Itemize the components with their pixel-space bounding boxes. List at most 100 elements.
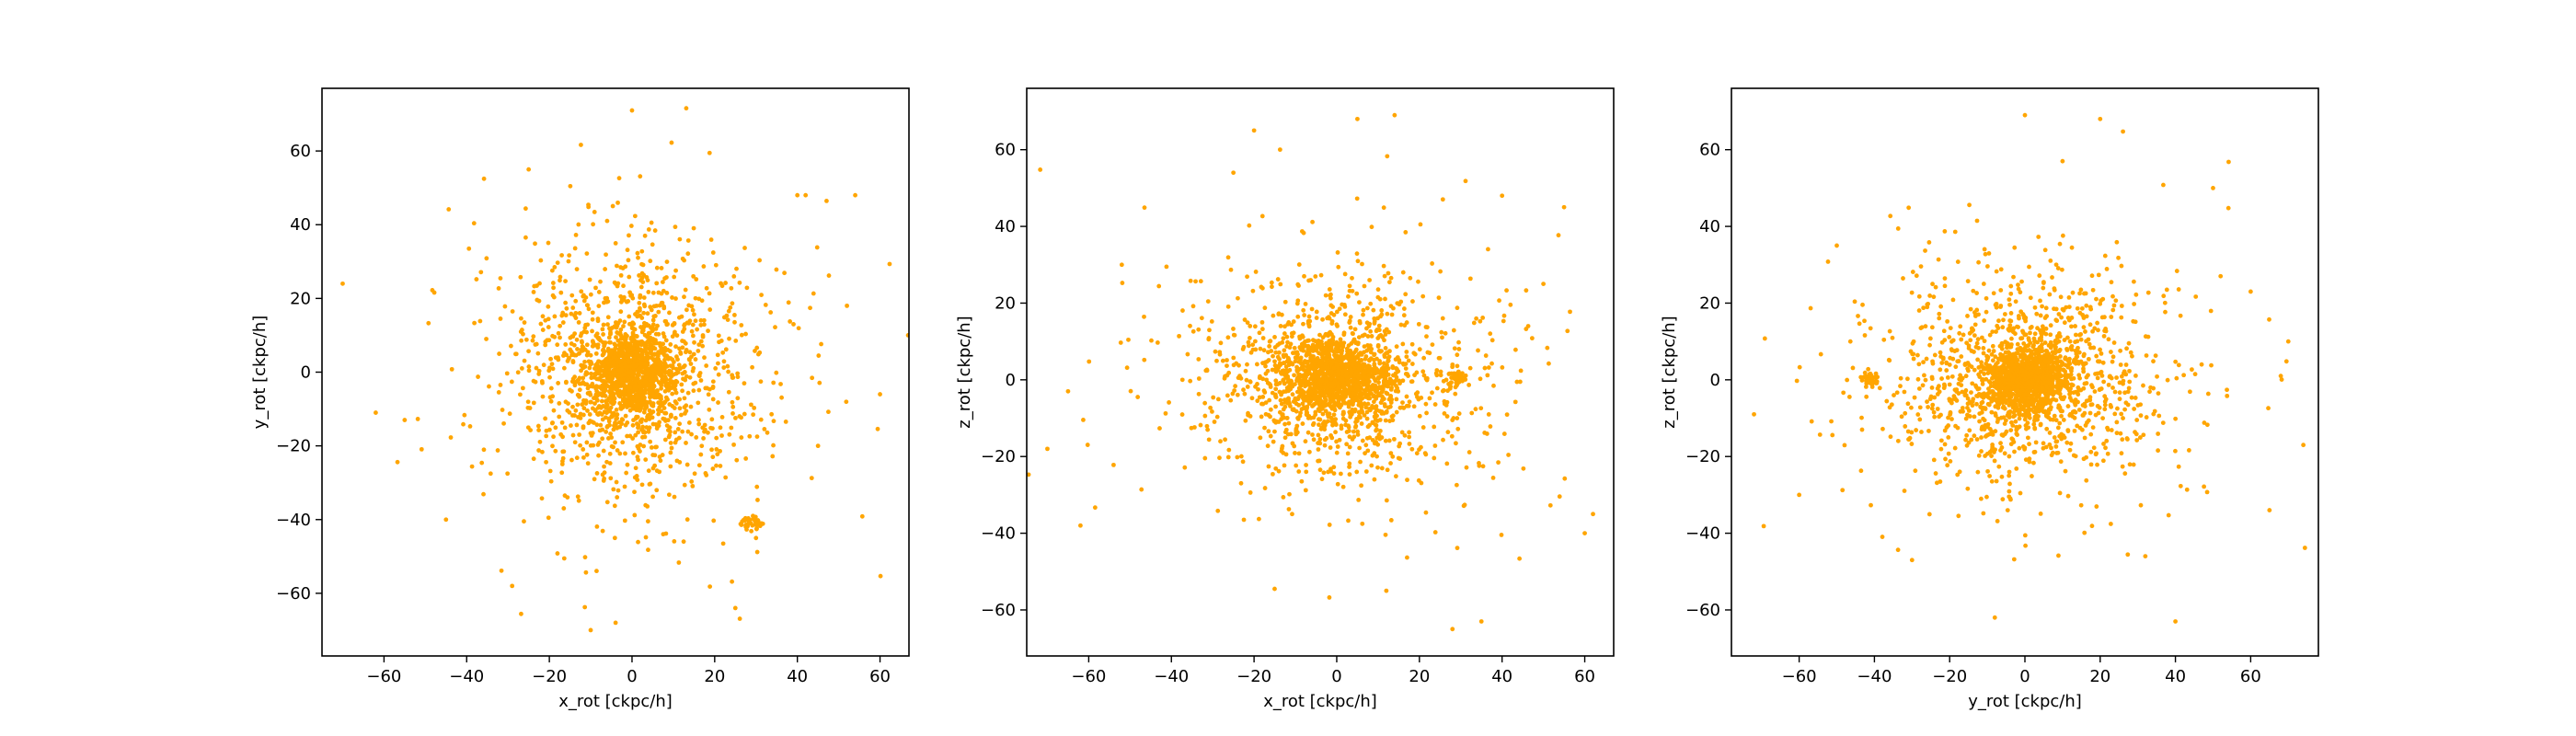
data-point	[539, 379, 545, 384]
data-point	[1445, 430, 1451, 435]
data-point	[684, 320, 690, 326]
data-point	[680, 345, 685, 351]
data-point	[590, 384, 595, 389]
data-point	[1118, 340, 1123, 345]
data-point	[472, 320, 477, 326]
data-point	[573, 408, 579, 413]
data-point	[593, 366, 599, 372]
data-point	[726, 369, 731, 374]
data-point	[648, 343, 653, 349]
data-point	[648, 259, 653, 264]
data-point	[1362, 413, 1367, 418]
data-point	[578, 443, 582, 448]
data-point	[552, 265, 558, 270]
data-point	[661, 364, 667, 370]
data-point	[1303, 439, 1308, 444]
data-point	[623, 397, 627, 402]
data-point	[1388, 518, 1394, 523]
data-point	[1272, 429, 1277, 434]
data-point	[1262, 486, 1268, 490]
data-point	[1209, 319, 1214, 324]
data-point	[1561, 204, 1567, 210]
data-point	[600, 427, 605, 432]
data-point	[1214, 414, 1220, 420]
data-point	[558, 431, 564, 437]
data-point	[558, 274, 563, 280]
data-point	[1247, 223, 1252, 228]
data-point	[677, 421, 683, 427]
data-point	[720, 350, 726, 355]
data-point	[561, 556, 567, 561]
data-point	[650, 453, 656, 457]
data-point	[536, 448, 541, 453]
data-point	[2086, 356, 2091, 362]
data-point	[648, 439, 653, 444]
data-point	[1378, 349, 1383, 354]
data-point	[721, 365, 727, 370]
data-point	[1364, 416, 1370, 421]
data-point	[594, 524, 600, 529]
data-point	[1490, 476, 1496, 480]
data-point	[533, 241, 537, 247]
data-point	[1422, 451, 1428, 455]
data-point	[628, 385, 633, 390]
data-point	[1488, 424, 1493, 429]
data-point	[1309, 306, 1315, 312]
data-point	[708, 425, 713, 431]
y-tick-label: 0	[1006, 371, 1016, 390]
data-point	[1092, 505, 1098, 511]
data-point	[1300, 421, 1305, 426]
data-point	[1355, 116, 1360, 121]
data-point	[1368, 301, 1374, 306]
data-point	[747, 517, 753, 523]
data-point	[1478, 376, 1483, 382]
data-point	[1455, 426, 1461, 431]
data-point	[859, 513, 865, 519]
data-point	[826, 273, 832, 278]
data-point	[791, 322, 796, 327]
data-point	[567, 253, 572, 258]
data-point	[782, 270, 788, 276]
data-point	[1285, 376, 1291, 381]
data-point	[1499, 533, 1504, 537]
data-point	[1311, 420, 1317, 426]
data-point	[541, 362, 546, 368]
data-point	[340, 281, 345, 286]
data-point	[402, 418, 408, 422]
data-point	[656, 362, 661, 367]
data-point	[686, 420, 692, 425]
data-point	[569, 311, 574, 316]
data-point	[476, 374, 480, 379]
data-point	[1207, 328, 1212, 333]
data-point	[1211, 395, 1216, 400]
data-point	[1278, 324, 1283, 328]
data-point	[1193, 279, 1198, 284]
data-point	[1389, 312, 1395, 317]
y-tick-label: 20	[995, 293, 1016, 313]
data-point	[1369, 463, 1374, 468]
data-point	[1236, 295, 1240, 301]
data-point	[1347, 283, 1352, 289]
data-point	[544, 433, 549, 439]
data-point	[690, 333, 696, 339]
y-tick-label: 0	[301, 363, 311, 383]
data-point	[1404, 350, 1409, 354]
data-point	[1438, 369, 1443, 374]
data-point	[1328, 433, 1333, 438]
data-point	[1452, 346, 1457, 351]
data-point	[543, 416, 548, 421]
data-point	[620, 266, 626, 270]
data-point	[1304, 383, 1309, 387]
data-point	[602, 300, 606, 305]
data-point	[730, 375, 736, 380]
data-point	[735, 371, 741, 376]
data-point	[622, 518, 627, 523]
data-point	[1352, 407, 1358, 412]
data-point	[702, 355, 707, 361]
data-point	[1299, 478, 1305, 484]
data-point	[1377, 428, 1383, 433]
data-point	[607, 451, 613, 456]
data-point	[538, 258, 544, 263]
data-point	[609, 393, 615, 398]
data-point	[618, 272, 624, 278]
